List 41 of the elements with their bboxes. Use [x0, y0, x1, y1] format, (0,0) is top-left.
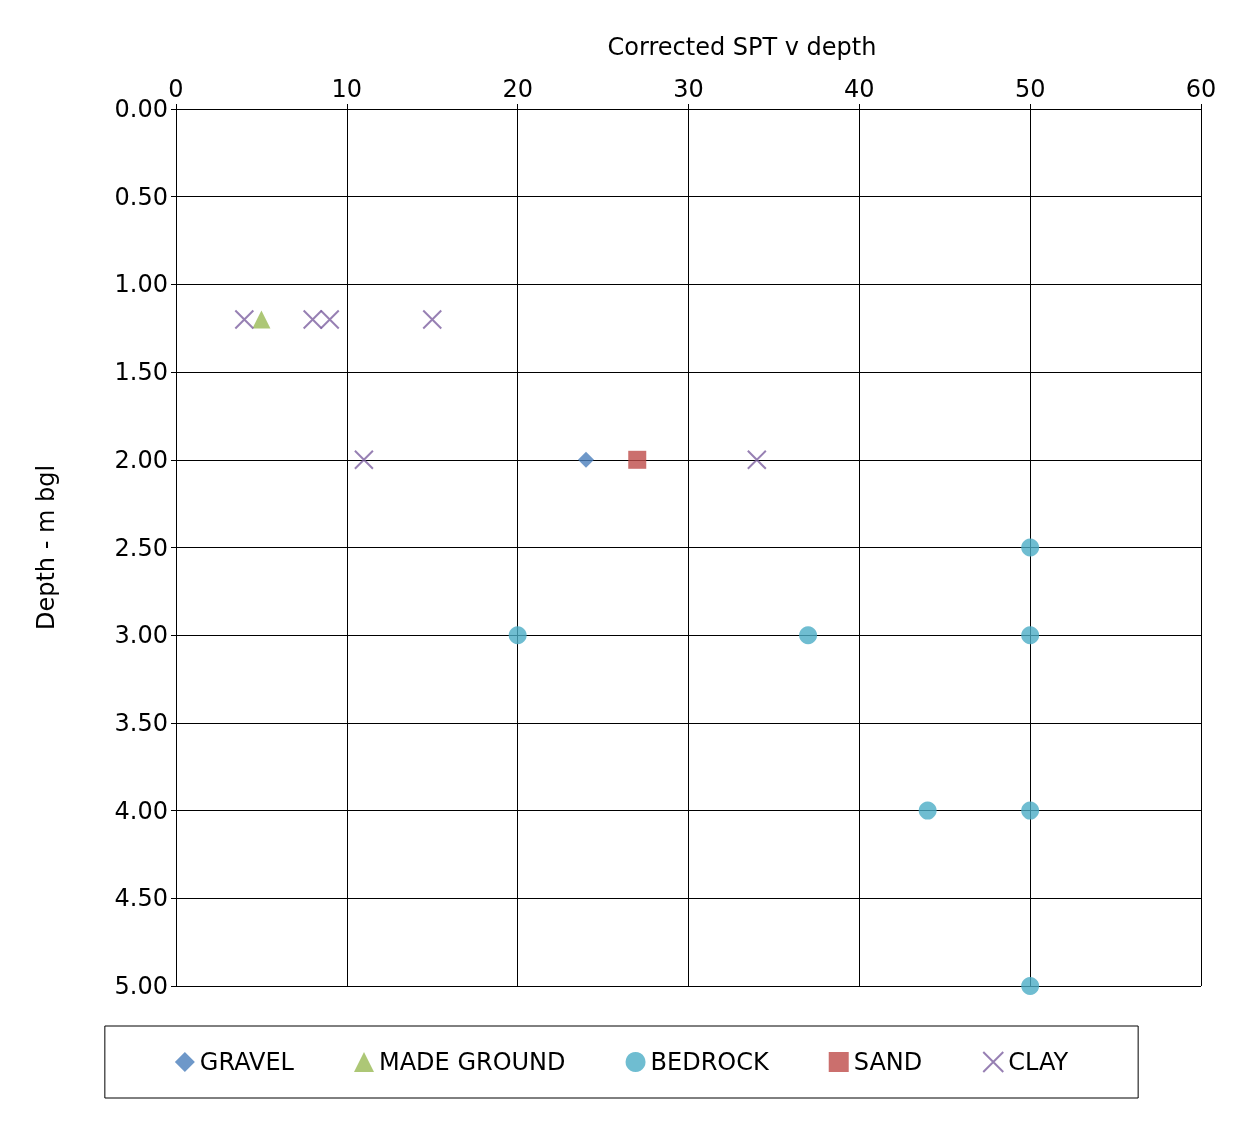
point	[1021, 801, 1040, 820]
point	[799, 626, 818, 645]
chart-title: Corrected SPT v depth	[607, 33, 877, 61]
y-tick-label: 0.00	[114, 95, 168, 123]
point	[578, 451, 594, 468]
x-tick-label: 60	[1185, 75, 1217, 103]
point	[628, 450, 647, 469]
y-tick-label: 0.50	[114, 182, 168, 211]
legend-label: GRAVEL	[199, 1048, 295, 1076]
y-tick-label: 2.00	[114, 445, 168, 474]
point	[1021, 538, 1040, 557]
x-tick-label: 0	[168, 75, 184, 103]
y-tick-label: 1.00	[114, 270, 168, 299]
point	[918, 801, 937, 820]
y-tick-label: 4.00	[114, 796, 168, 825]
point	[319, 309, 340, 330]
point	[302, 309, 323, 330]
y-tick-label: 4.50	[114, 884, 168, 913]
y-tick-label: 3.00	[114, 621, 168, 650]
point	[1021, 977, 1040, 995]
y-tick-label: 5.00	[114, 972, 168, 1000]
y-tick-label: 1.50	[114, 358, 168, 387]
point	[746, 449, 767, 470]
point	[252, 310, 271, 329]
point	[422, 309, 443, 330]
x-tick-label: 20	[502, 75, 533, 103]
legend-label: MADE GROUND	[378, 1048, 566, 1076]
legend-label: SAND	[853, 1048, 923, 1076]
point	[234, 309, 255, 330]
point	[353, 449, 374, 470]
y-tick-label: 3.50	[114, 708, 168, 737]
legend-label: BEDROCK	[650, 1048, 770, 1076]
y-tick-label: 2.50	[114, 533, 168, 562]
point	[508, 626, 527, 645]
point	[1021, 626, 1040, 645]
x-tick-label: 10	[331, 75, 363, 103]
x-tick-label: 30	[673, 75, 704, 103]
y-axis-title: Depth - m bgl	[32, 464, 60, 631]
x-tick-label: 50	[1014, 75, 1046, 103]
x-tick-label: 40	[844, 75, 875, 103]
legend-label: CLAY	[1008, 1048, 1069, 1076]
